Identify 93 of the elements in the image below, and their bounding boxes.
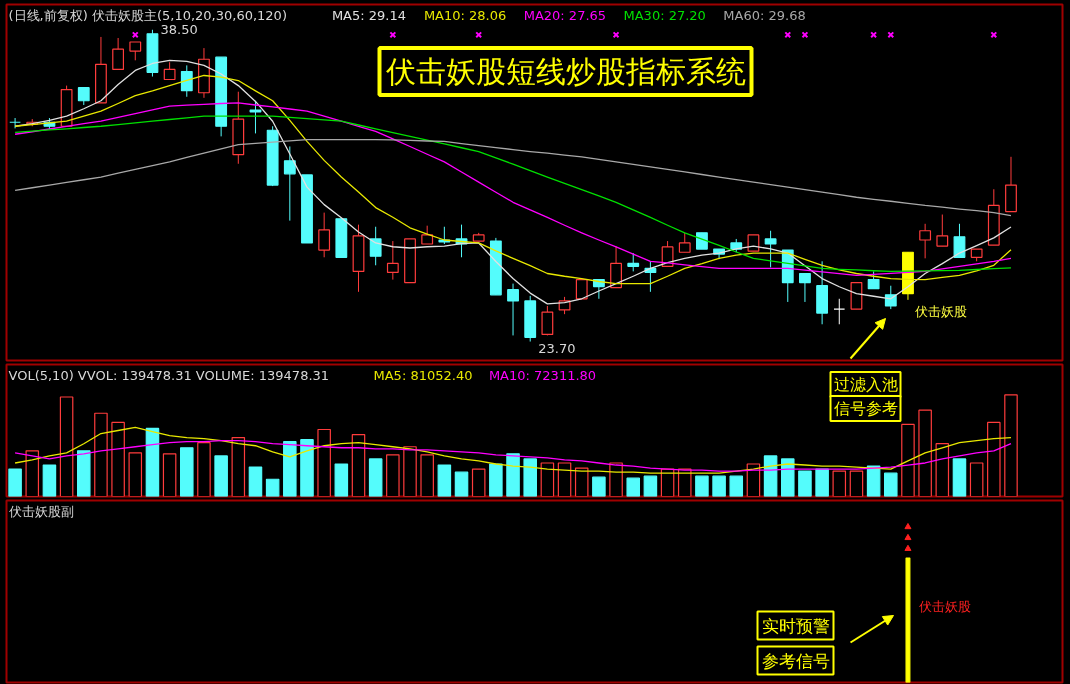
bar xyxy=(574,467,589,497)
bar xyxy=(214,455,228,497)
candlestick xyxy=(799,272,811,303)
text: 过滤入池 xyxy=(833,375,898,394)
bar xyxy=(609,462,623,497)
bar xyxy=(180,447,194,497)
candlestick xyxy=(180,64,193,98)
text: MA30: 27.20 xyxy=(623,7,706,23)
bar xyxy=(162,453,177,497)
chart-title: VOL(5,10) VVOL: 139478.31 VOLUME: 139478.31 xyxy=(8,367,330,383)
bar xyxy=(94,412,108,497)
bar xyxy=(59,396,74,497)
bar xyxy=(248,466,263,497)
bar xyxy=(506,453,520,497)
bar xyxy=(197,442,211,497)
bar xyxy=(712,475,726,497)
bar xyxy=(798,470,812,497)
bar xyxy=(626,477,641,497)
bar xyxy=(952,458,967,497)
candlestick xyxy=(421,225,434,245)
bar xyxy=(8,468,22,497)
bar xyxy=(780,458,795,497)
candlestick xyxy=(764,230,777,268)
bar xyxy=(815,468,829,497)
candlestick xyxy=(919,223,932,259)
bar xyxy=(643,475,658,497)
candlestick xyxy=(318,212,331,258)
bar xyxy=(523,458,537,497)
annotation: 伏击妖股 xyxy=(914,304,967,319)
candlestick xyxy=(112,37,125,70)
candlestick xyxy=(678,232,691,253)
bar xyxy=(540,462,555,497)
bar xyxy=(884,472,898,497)
bar xyxy=(901,423,915,497)
annotation: 23.70 xyxy=(538,340,576,356)
bar xyxy=(866,465,881,497)
annotation: 参考信号 xyxy=(761,650,830,671)
bar xyxy=(420,454,434,497)
candlestick xyxy=(833,298,846,325)
bar xyxy=(969,462,984,497)
bar xyxy=(729,475,744,497)
bar xyxy=(231,437,246,497)
candlestick xyxy=(369,226,382,266)
bar xyxy=(42,464,57,497)
bar xyxy=(987,421,1001,497)
annotation: 信号参考 xyxy=(833,399,898,418)
annotation: 38.50 xyxy=(160,22,198,38)
candlestick xyxy=(507,283,519,336)
bar xyxy=(128,452,143,497)
bar xyxy=(145,427,160,497)
text: MA5: 81052.40 xyxy=(373,367,473,383)
candlestick xyxy=(936,214,949,247)
bar xyxy=(557,462,572,497)
candlestick xyxy=(627,252,640,272)
candlestick xyxy=(129,41,142,61)
bar xyxy=(1004,394,1018,497)
candlestick xyxy=(541,305,554,336)
bar xyxy=(317,428,331,497)
text: MA10: 72311.80 xyxy=(488,367,597,383)
bar xyxy=(918,409,932,497)
bar xyxy=(283,441,297,497)
bar xyxy=(592,476,606,497)
bar xyxy=(334,463,349,497)
text: MA5: 29.14 xyxy=(331,7,407,23)
bar xyxy=(25,450,40,497)
chart-title: 伏击妖股副 xyxy=(8,503,74,519)
annotation: 伏击妖股 xyxy=(918,599,971,614)
bar xyxy=(386,454,400,497)
text: MA20: 27.65 xyxy=(523,7,607,23)
text: MA10: 28.06 xyxy=(423,7,507,23)
bar xyxy=(935,443,950,497)
bar xyxy=(832,470,847,497)
bar xyxy=(471,468,486,497)
candlestick xyxy=(283,145,296,222)
bar xyxy=(111,421,125,497)
bar xyxy=(403,446,417,497)
bar xyxy=(437,464,452,497)
bar xyxy=(454,471,469,497)
bar xyxy=(695,475,709,497)
candlestick xyxy=(9,117,22,129)
bar xyxy=(489,463,503,497)
bar xyxy=(300,439,314,497)
annotation: 实时预警 xyxy=(761,615,830,636)
bar xyxy=(368,458,383,497)
bar xyxy=(849,470,864,497)
candlestick xyxy=(249,100,262,134)
bar xyxy=(351,433,366,497)
annotation: 伏击妖股短线炒股指标系统 xyxy=(385,54,746,89)
candlestick xyxy=(386,240,399,281)
bar xyxy=(76,450,91,497)
chart-title: (日线,前复权) 伏击妖股主(5,10,20,30,60,120) xyxy=(8,7,287,23)
text: MA60: 29.68 xyxy=(723,7,806,23)
bar xyxy=(265,478,280,497)
